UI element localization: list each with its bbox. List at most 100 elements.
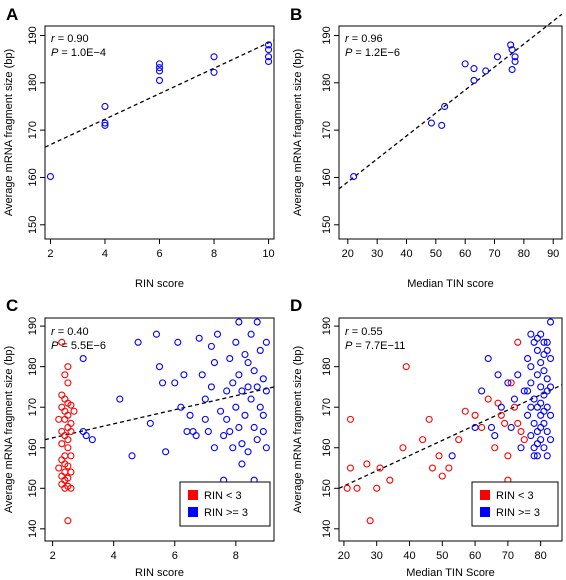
- y-tick-label-c: 190: [27, 317, 39, 335]
- data-point-d-series-1: [527, 403, 535, 411]
- x-axis-label-a: RIN score: [135, 278, 184, 290]
- data-point-c-series-1: [250, 423, 258, 432]
- data-point-c-series-1: [250, 367, 258, 375]
- data-point-c-series-1: [186, 411, 194, 419]
- data-point-b: [508, 46, 516, 54]
- trend-line-b: [338, 13, 563, 190]
- y-tick-label-a: 170: [27, 121, 39, 139]
- y-tick-label-c: 180: [27, 357, 39, 375]
- data-point-d-series-0: [514, 338, 522, 346]
- data-point-d-series-1: [478, 387, 486, 395]
- y-tick-label-b: 170: [321, 121, 333, 139]
- data-point-a: [210, 68, 218, 76]
- data-point-c-series-1: [247, 395, 255, 403]
- y-tick-label-a: 180: [27, 74, 39, 92]
- r-stat-b: r = 0.96: [345, 33, 383, 45]
- data-point-d-series-0: [501, 419, 509, 427]
- data-point-c-series-0: [64, 423, 72, 432]
- r-stat-d: r = 0.55: [345, 326, 383, 338]
- data-point-d-series-0: [363, 460, 371, 468]
- data-point-a: [46, 172, 55, 181]
- data-point-c-series-0: [61, 371, 69, 379]
- data-point-d-series-1: [507, 423, 515, 432]
- data-point-c-series-0: [70, 407, 78, 415]
- data-point-c-series-1: [244, 383, 252, 391]
- x-tick-label-a: 6: [156, 248, 162, 260]
- data-point-c-series-0: [61, 395, 69, 403]
- x-tick-label-d: 30: [371, 550, 383, 562]
- data-point-c-series-1: [174, 338, 182, 346]
- data-point-c-series-1: [262, 387, 270, 395]
- r-symbol-a: r: [51, 33, 56, 45]
- y-tick-label-d: 160: [321, 439, 333, 457]
- legend-c: RIN < 3 RIN >= 3: [179, 481, 271, 527]
- data-point-d-series-1: [533, 346, 541, 354]
- data-point-d-series-1: [527, 432, 535, 440]
- panel-d: D 20 30 40 50 60 70 80 140 150 160 170 180 190 r = …: [290, 296, 563, 579]
- data-point-c-series-1: [259, 375, 267, 383]
- data-point-d-series-1: [504, 379, 512, 387]
- data-point-c-series-1: [210, 359, 219, 367]
- data-point-c-series-1: [217, 407, 225, 415]
- data-point-b: [441, 102, 449, 111]
- data-point-d-series-0: [497, 411, 505, 419]
- data-point-c-series-0: [58, 391, 66, 399]
- data-point-b: [482, 67, 490, 75]
- data-point-d-series-0: [353, 484, 361, 492]
- data-point-d-series-1: [540, 338, 548, 346]
- x-tick-label-b: 90: [547, 248, 559, 260]
- data-point-d-series-1: [537, 330, 545, 338]
- legend-swatch-red-c: [188, 490, 198, 500]
- p-stat-c: P = 5.5E−6: [51, 340, 106, 352]
- legend-box-c: [179, 481, 271, 527]
- data-point-c-series-1: [201, 395, 209, 403]
- data-point-d-series-1: [524, 387, 532, 395]
- data-point-d-series-1: [471, 423, 479, 432]
- data-point-a: [264, 57, 273, 66]
- data-point-c-series-0: [67, 452, 75, 460]
- points-a: [46, 41, 273, 181]
- data-point-d-series-0: [402, 363, 410, 371]
- data-point-c-series-1: [159, 379, 167, 387]
- data-point-d-series-1: [530, 444, 538, 452]
- data-point-c-series-1: [223, 415, 231, 423]
- data-point-c-series-0: [58, 338, 66, 346]
- data-point-c-series-1: [238, 440, 246, 448]
- x-tick-label-b: 50: [430, 248, 442, 260]
- data-point-d-series-1: [540, 444, 548, 452]
- legend-label-red-d: RIN < 3: [496, 490, 534, 502]
- panel-letter-c: C: [6, 296, 18, 315]
- x-ticks-b: 20 30 40 50 60 70 80 90: [342, 239, 559, 260]
- y-axis-label-b: Average mRNA fragment size (bp): [292, 49, 304, 216]
- data-point-d-series-1: [537, 383, 545, 391]
- panel-b: B 20 30 40 50 60 70 80 90 150 160 170 180 190 r = 0…: [290, 5, 563, 290]
- data-point-d-series-0: [343, 484, 351, 492]
- y-tick-label-c: 140: [27, 520, 39, 538]
- data-point-c-series-1: [171, 379, 179, 387]
- data-point-d-series-1: [530, 338, 538, 346]
- p-value-c: = 5.5E−6: [58, 340, 106, 352]
- x-ticks-c: 2 4 6 8: [50, 541, 239, 562]
- data-point-b: [511, 57, 519, 66]
- data-point-c-series-1: [134, 338, 142, 346]
- data-point-d-series-1: [527, 379, 535, 387]
- y-tick-label-a: 160: [27, 168, 39, 186]
- data-point-c-series-0: [61, 452, 69, 460]
- data-point-c-series-1: [128, 452, 136, 460]
- data-point-b: [470, 65, 478, 73]
- data-point-a: [101, 119, 109, 127]
- plot-frame-c: [44, 317, 275, 542]
- data-point-d-series-0: [425, 415, 433, 423]
- data-point-d-series-1: [546, 383, 555, 391]
- data-point-d-series-0: [346, 464, 355, 472]
- data-point-c-series-1: [152, 330, 160, 338]
- data-point-c-series-1: [213, 330, 222, 338]
- data-point-b: [427, 119, 435, 127]
- data-point-d-series-0: [514, 419, 522, 427]
- data-point-d-series-0: [507, 379, 515, 387]
- y-tick-label-d: 170: [321, 398, 333, 416]
- data-point-c-series-1: [223, 387, 231, 395]
- r-symbol-d: r: [345, 326, 350, 338]
- data-point-c-series-0: [67, 468, 75, 476]
- x-tick-label-d: 40: [403, 550, 415, 562]
